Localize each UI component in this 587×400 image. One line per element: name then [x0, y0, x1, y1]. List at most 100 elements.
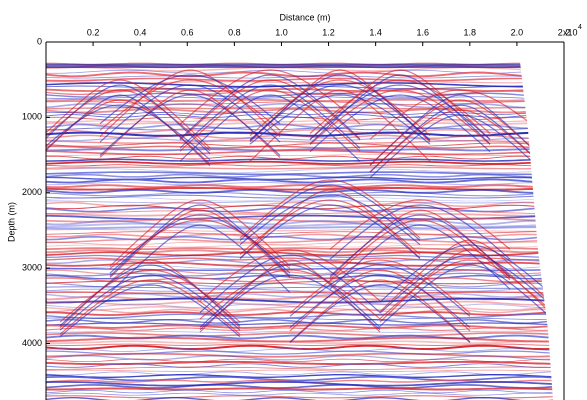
texture-arc — [239, 199, 421, 255]
texture-stripe — [46, 206, 553, 213]
texture-arc — [289, 284, 471, 344]
x-tick-label: 2.0 — [511, 27, 524, 37]
texture-stripe — [46, 166, 553, 170]
texture-arc — [329, 199, 511, 250]
texture-stripe — [46, 313, 553, 319]
texture-stripe — [46, 277, 553, 283]
texture-stripe — [46, 148, 553, 152]
texture-stripe — [46, 348, 553, 352]
texture-stripe — [46, 369, 553, 372]
texture-arc — [239, 184, 421, 241]
texture-arc — [379, 249, 553, 323]
texture-arc — [249, 84, 431, 141]
texture-stripe — [46, 164, 553, 167]
texture-stripe — [46, 381, 553, 387]
texture-arc — [309, 84, 491, 140]
texture-stripe — [46, 238, 553, 244]
texture-stripe — [46, 363, 553, 368]
texture-arc — [369, 89, 551, 140]
texture-stripe — [46, 201, 553, 208]
texture-stripe — [46, 241, 553, 246]
texture-stripe — [46, 210, 553, 215]
texture-arc — [46, 79, 211, 149]
texture-arc — [289, 259, 471, 314]
texture-stripe — [46, 119, 553, 123]
texture-stripe — [46, 71, 553, 78]
texture-arc — [59, 284, 241, 338]
texture-stripe — [46, 184, 553, 189]
texture-arc — [109, 199, 291, 267]
texture-stripe — [46, 168, 553, 173]
texture-stripe — [46, 181, 553, 186]
texture-stripe — [46, 142, 553, 147]
texture-stripe — [46, 134, 553, 139]
texture-arc — [329, 204, 511, 260]
texture-stripe — [46, 392, 553, 396]
seismic-image — [46, 62, 553, 400]
texture-arc — [239, 179, 421, 239]
texture-arc — [99, 69, 281, 138]
x-tick-label: 1.4 — [369, 27, 382, 37]
texture-arc — [289, 269, 471, 332]
texture-arc — [369, 109, 551, 173]
texture-arc — [199, 254, 381, 314]
texture-arc — [369, 99, 551, 166]
texture-arc — [199, 259, 381, 333]
texture-arc — [249, 74, 431, 142]
texture-arc — [99, 94, 281, 156]
texture-stripe — [46, 375, 553, 382]
texture-arc — [199, 264, 381, 328]
texture-stripe — [46, 395, 553, 399]
texture-stripe — [46, 127, 553, 131]
x-tick-label: 1.8 — [464, 27, 477, 37]
texture-arc — [249, 89, 431, 162]
texture-stripe — [46, 77, 553, 82]
texture-stripe — [46, 336, 553, 343]
texture-arc — [59, 269, 241, 323]
texture-arc — [289, 279, 471, 343]
texture-arc — [309, 69, 491, 140]
texture-stripe — [46, 140, 553, 144]
texture-arc — [179, 79, 361, 141]
y-tick-label: 3000 — [22, 262, 42, 272]
texture-stripe — [46, 189, 553, 194]
x-tick-label: 0.2 — [87, 27, 100, 37]
texture-arc — [239, 194, 421, 246]
texture-stripe — [46, 229, 553, 232]
texture-stripe — [46, 355, 553, 361]
texture-stripe — [46, 374, 553, 378]
texture-arc — [59, 274, 241, 331]
texture-stripe — [46, 131, 553, 137]
texture-arc — [179, 94, 361, 162]
x-tick-label: 1.0 — [275, 27, 288, 37]
y-axis-label: Depth (m) — [6, 202, 16, 242]
texture-arc — [199, 249, 381, 302]
y-tick-label: 4000 — [22, 338, 42, 348]
texture-arc — [99, 79, 281, 131]
texture-stripe — [46, 247, 553, 250]
texture-stripe — [46, 327, 553, 331]
texture-stripe — [46, 352, 553, 358]
texture-stripe — [46, 261, 553, 267]
texture-stripe — [46, 173, 553, 178]
texture-stripe — [46, 200, 553, 204]
texture-arc — [109, 209, 291, 279]
texture-stripe — [46, 300, 553, 306]
texture-stripe — [46, 160, 553, 165]
x-axis-label: Distance (m) — [279, 12, 330, 22]
texture-stripe — [46, 387, 553, 391]
x-tick-label: 1.6 — [416, 27, 429, 37]
texture-arc — [199, 274, 381, 331]
texture-stripe — [46, 145, 553, 149]
y-tick-label: 2000 — [22, 187, 42, 197]
texture-arc — [239, 204, 421, 259]
texture-arc — [309, 89, 491, 145]
texture-stripe — [46, 358, 553, 363]
texture-stripe — [46, 75, 553, 79]
texture-arc — [329, 214, 511, 277]
texture-stripe — [46, 286, 553, 289]
texture-arc — [46, 84, 211, 155]
texture-arc — [46, 104, 211, 161]
texture-arc — [379, 264, 553, 327]
